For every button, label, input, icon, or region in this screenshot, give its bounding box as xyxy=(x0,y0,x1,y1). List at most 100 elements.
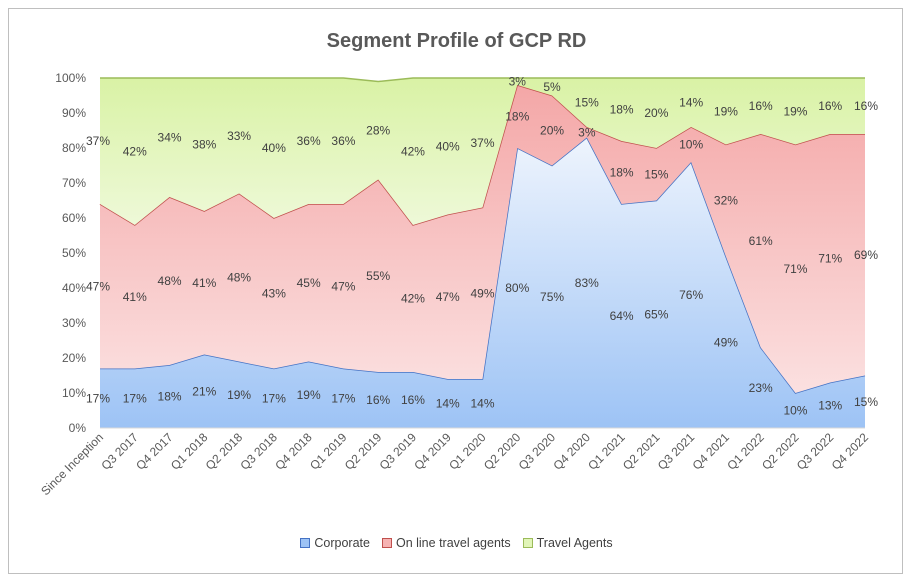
data-label: 21% xyxy=(192,384,216,398)
data-label: 16% xyxy=(366,393,390,407)
data-label: 38% xyxy=(192,138,216,152)
data-label: 14% xyxy=(679,96,703,110)
legend-item: On line travel agents xyxy=(381,536,511,550)
legend-swatch xyxy=(522,538,533,548)
y-tick-label: 0% xyxy=(69,421,87,435)
x-tick-label: Q3 2019 xyxy=(377,430,420,473)
x-tick-label: Q2 2022 xyxy=(759,430,802,473)
data-label: 83% xyxy=(575,276,599,290)
data-label: 42% xyxy=(123,145,147,159)
data-label: 41% xyxy=(123,290,147,304)
x-tick-label: Q3 2017 xyxy=(98,430,141,473)
data-label: 61% xyxy=(749,234,773,248)
series-line-2 xyxy=(100,77,865,83)
data-label: 71% xyxy=(818,251,842,265)
x-tick-label: Q4 2021 xyxy=(690,430,733,473)
y-tick-label: 70% xyxy=(62,176,86,190)
x-tick-label: Q4 2022 xyxy=(829,430,872,473)
data-label: 55% xyxy=(366,269,390,283)
data-label: 23% xyxy=(749,381,773,395)
data-label: 14% xyxy=(436,397,460,411)
legend: Corporate On line travel agents Travel Age… xyxy=(0,536,913,551)
area-series-0 xyxy=(100,137,865,428)
data-label: 47% xyxy=(86,279,110,293)
data-label: 13% xyxy=(818,398,842,412)
data-label: 34% xyxy=(158,131,182,145)
y-tick-label: 30% xyxy=(62,316,86,330)
data-label: 48% xyxy=(158,274,182,288)
x-tick-label: Q1 2022 xyxy=(724,430,767,473)
data-label: 18% xyxy=(505,110,529,124)
data-label: 19% xyxy=(297,388,321,402)
x-tick-label: Q1 2020 xyxy=(446,430,489,473)
x-tick-label: Q2 2018 xyxy=(203,430,246,473)
data-label: 76% xyxy=(679,288,703,302)
data-label: 3% xyxy=(578,125,596,139)
x-tick-label: Q3 2018 xyxy=(238,430,281,473)
data-label: 5% xyxy=(543,80,561,94)
x-tick-label: Q4 2019 xyxy=(411,430,454,473)
data-label: 48% xyxy=(227,271,251,285)
data-label: 19% xyxy=(227,388,251,402)
legend-label: On line travel agents xyxy=(395,536,511,550)
x-tick-label: Q4 2017 xyxy=(133,430,176,473)
data-label: 49% xyxy=(470,286,494,300)
y-tick-label: 80% xyxy=(62,141,86,155)
y-tick-label: 20% xyxy=(62,351,86,365)
data-label: 18% xyxy=(610,103,634,117)
data-label: 15% xyxy=(575,96,599,110)
y-tick-label: 50% xyxy=(62,246,86,260)
data-label: 33% xyxy=(227,129,251,143)
data-label: 18% xyxy=(610,166,634,180)
data-label: 3% xyxy=(509,75,527,89)
legend-item: Corporate xyxy=(300,536,370,550)
data-label: 40% xyxy=(436,139,460,153)
data-label: 32% xyxy=(714,194,738,208)
data-label: 47% xyxy=(436,290,460,304)
data-label: 47% xyxy=(331,279,355,293)
x-tick-label: Q4 2018 xyxy=(272,430,315,473)
x-tick-label: Q1 2021 xyxy=(585,430,628,473)
data-label: 10% xyxy=(679,138,703,152)
data-label: 40% xyxy=(262,141,286,155)
data-label: 45% xyxy=(297,276,321,290)
x-tick-label: Q3 2022 xyxy=(794,430,837,473)
data-label: 19% xyxy=(783,104,807,118)
data-label: 75% xyxy=(540,290,564,304)
y-tick-label: 60% xyxy=(62,211,86,225)
data-label: 65% xyxy=(644,307,668,321)
legend-swatch xyxy=(381,538,392,548)
data-label: 42% xyxy=(401,292,425,306)
data-label: 16% xyxy=(818,99,842,113)
data-label: 17% xyxy=(86,391,110,405)
data-label: 16% xyxy=(854,99,878,113)
data-label: 64% xyxy=(610,309,634,323)
legend-label: Travel Agents xyxy=(536,536,613,550)
x-tick-label: Q3 2021 xyxy=(655,430,698,473)
x-tick-label: Q3 2020 xyxy=(516,430,559,473)
y-tick-label: 40% xyxy=(62,281,86,295)
data-label: 42% xyxy=(401,145,425,159)
data-label: 36% xyxy=(297,134,321,148)
data-label: 28% xyxy=(366,124,390,138)
data-label: 49% xyxy=(714,335,738,349)
area-series-1 xyxy=(100,85,865,393)
x-tick-label: Since Inception xyxy=(38,430,106,498)
legend-label: Corporate xyxy=(314,536,370,550)
x-tick-label: Q2 2019 xyxy=(342,430,385,473)
data-label: 69% xyxy=(854,248,878,262)
data-label: 41% xyxy=(192,276,216,290)
data-label: 37% xyxy=(86,134,110,148)
x-tick-label: Q2 2020 xyxy=(481,430,524,473)
legend-swatch xyxy=(300,538,311,548)
chart-title: Segment Profile of GCP RD xyxy=(326,30,587,52)
data-label: 20% xyxy=(540,124,564,138)
data-label: 16% xyxy=(401,393,425,407)
x-tick-label: Q1 2019 xyxy=(307,430,350,473)
data-label: 43% xyxy=(262,286,286,300)
x-tick-label: Q2 2021 xyxy=(620,430,663,473)
data-label: 71% xyxy=(783,262,807,276)
data-label: 17% xyxy=(262,391,286,405)
y-tick-label: 100% xyxy=(55,71,86,85)
